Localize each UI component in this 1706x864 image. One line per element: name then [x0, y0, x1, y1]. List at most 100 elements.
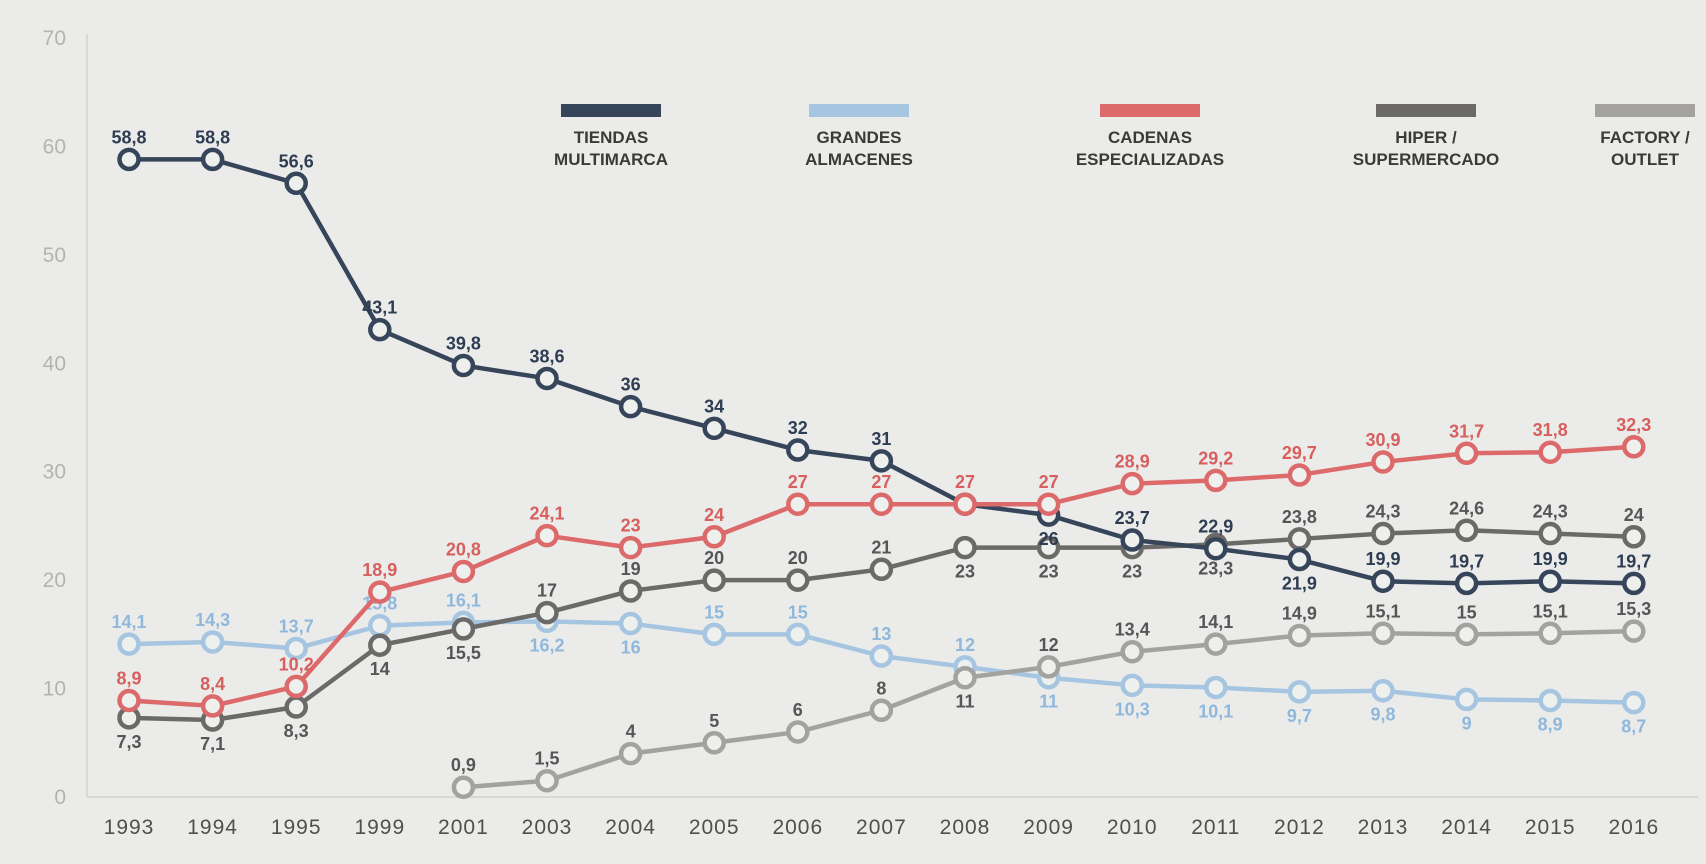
- x-axis-label: 2014: [1441, 816, 1492, 839]
- legend-label: ALMACENES: [805, 150, 913, 169]
- data-point-hiper-supermercado: [1036, 535, 1061, 560]
- data-point-grandes-almacenes: [702, 622, 726, 647]
- legend-swatch-tiendas-multimarca: [561, 104, 661, 117]
- data-point-factory-outlet: [869, 698, 894, 723]
- data-label-hiper-supermercado: 23,3: [1198, 558, 1233, 578]
- data-point-cadenas-especializadas: [1204, 468, 1228, 493]
- data-label-grandes-almacenes: 15: [704, 602, 724, 622]
- data-label-hiper-supermercado: 23: [1039, 562, 1059, 582]
- legend-item-factory-outlet: FACTORY / OUTLET: [1595, 104, 1695, 169]
- data-label-hiper-supermercado: 7,3: [116, 732, 141, 752]
- data-point-factory-outlet: [786, 720, 810, 744]
- data-label-hiper-supermercado: 7,1: [200, 734, 225, 754]
- data-point-tiendas-multimarca: [117, 147, 141, 172]
- data-label-tiendas-multimarca: 39,8: [446, 333, 481, 353]
- data-point-hiper-supermercado: [869, 557, 894, 582]
- data-label-grandes-almacenes: 9,8: [1370, 705, 1395, 725]
- data-point-tiendas-multimarca: [1538, 569, 1562, 593]
- data-point-hiper-supermercado: [451, 617, 476, 641]
- data-point-hiper-supermercado: [1538, 521, 1562, 546]
- x-axis-label: 2010: [1107, 816, 1158, 839]
- y-axis-label: 0: [54, 786, 66, 809]
- x-axis-label: 2008: [940, 816, 991, 839]
- data-point-grandes-almacenes: [200, 630, 225, 654]
- data-label-grandes-almacenes: 8,7: [1621, 717, 1646, 737]
- data-point-grandes-almacenes: [368, 613, 392, 638]
- data-label-tiendas-multimarca: 43,1: [362, 298, 397, 318]
- data-point-cadenas-especializadas: [786, 492, 810, 516]
- data-label-cadenas-especializadas: 27: [871, 472, 891, 492]
- data-label-factory-outlet: 8: [876, 678, 886, 698]
- x-axis-label: 2011: [1191, 816, 1240, 839]
- data-label-factory-outlet: 0,9: [451, 755, 476, 775]
- legend-label: FACTORY /: [1600, 128, 1690, 147]
- data-point-hiper-supermercado: [1622, 525, 1646, 549]
- x-axis-label: 1999: [354, 816, 405, 839]
- data-label-cadenas-especializadas: 31,8: [1533, 420, 1568, 440]
- data-label-grandes-almacenes: 16,2: [529, 635, 564, 655]
- data-point-grandes-almacenes: [869, 644, 894, 668]
- data-point-grandes-almacenes: [1622, 690, 1646, 715]
- data-label-grandes-almacenes: 10,1: [1198, 701, 1233, 721]
- data-label-factory-outlet: 15: [1457, 602, 1477, 622]
- legend-item-tiendas-multimarca: TIENDAS MULTIMARCA: [554, 104, 668, 169]
- data-point-factory-outlet: [1287, 623, 1312, 648]
- data-label-grandes-almacenes: 12: [955, 635, 975, 655]
- x-axis-label: 2003: [522, 816, 573, 839]
- data-point-grandes-almacenes: [1538, 688, 1562, 713]
- data-label-hiper-supermercado: 23,8: [1282, 507, 1317, 527]
- data-label-grandes-almacenes: 13,7: [279, 616, 314, 636]
- data-point-tiendas-multimarca: [869, 449, 894, 473]
- data-point-cadenas-especializadas: [1538, 440, 1562, 464]
- data-point-factory-outlet: [702, 731, 726, 755]
- data-point-hiper-supermercado: [953, 535, 977, 560]
- data-point-grandes-almacenes: [618, 611, 643, 636]
- legend-swatch-grandes-almacenes: [809, 104, 909, 117]
- data-label-grandes-almacenes: 14,1: [111, 612, 146, 632]
- data-point-cadenas-especializadas: [368, 580, 392, 604]
- y-axis-label: 70: [43, 27, 66, 50]
- data-label-factory-outlet: 15,1: [1365, 601, 1400, 621]
- legend-label: ESPECIALIZADAS: [1076, 150, 1224, 169]
- x-axis-label: 2001: [438, 816, 489, 839]
- data-point-grandes-almacenes: [1454, 687, 1479, 712]
- data-point-hiper-supermercado: [786, 568, 810, 592]
- data-label-cadenas-especializadas: 27: [788, 472, 808, 492]
- data-point-cadenas-especializadas: [535, 523, 559, 548]
- data-label-tiendas-multimarca: 23,7: [1115, 508, 1150, 528]
- legend-swatch-factory-outlet: [1595, 104, 1695, 117]
- data-point-grandes-almacenes: [1287, 680, 1312, 704]
- data-point-cadenas-especializadas: [1036, 492, 1061, 516]
- data-label-cadenas-especializadas: 28,9: [1115, 452, 1150, 472]
- data-label-tiendas-multimarca: 56,6: [279, 151, 314, 171]
- data-point-cadenas-especializadas: [1287, 463, 1312, 487]
- data-label-tiendas-multimarca: 19,9: [1533, 549, 1568, 569]
- data-label-factory-outlet: 4: [626, 722, 636, 742]
- data-point-grandes-almacenes: [1120, 673, 1144, 698]
- data-label-tiendas-multimarca: 38,6: [529, 346, 564, 366]
- data-label-factory-outlet: 13,4: [1115, 620, 1150, 640]
- data-label-hiper-supermercado: 24: [1624, 505, 1644, 525]
- data-point-grandes-almacenes: [117, 632, 141, 656]
- data-point-tiendas-multimarca: [618, 394, 643, 419]
- data-point-hiper-supermercado: [1371, 521, 1395, 546]
- x-axis-label: 2016: [1608, 816, 1659, 839]
- data-label-cadenas-especializadas: 29,2: [1198, 448, 1233, 468]
- data-label-cadenas-especializadas: 10,2: [279, 654, 314, 674]
- y-axis-label: 20: [43, 569, 66, 592]
- data-point-grandes-almacenes: [786, 622, 810, 647]
- series-group: 14,114,313,715,816,116,216151513121110,3…: [111, 127, 1651, 799]
- data-point-grandes-almacenes: [284, 636, 308, 661]
- data-point-cadenas-especializadas: [284, 674, 308, 699]
- data-label-tiendas-multimarca: 19,7: [1449, 551, 1484, 571]
- data-point-hiper-supermercado: [618, 579, 643, 603]
- data-point-hiper-supermercado: [1454, 518, 1479, 543]
- data-point-hiper-supermercado: [368, 633, 392, 657]
- legend: TIENDAS MULTIMARCA GRANDES ALMACENES CADENAS…: [554, 104, 1695, 169]
- data-label-tiendas-multimarca: 34: [704, 396, 724, 416]
- data-point-factory-outlet: [618, 741, 643, 766]
- series-grandes-almacenes: 14,114,313,715,816,116,216151513121110,3…: [111, 590, 1646, 736]
- data-point-cadenas-especializadas: [1371, 450, 1395, 474]
- data-point-factory-outlet: [451, 775, 476, 799]
